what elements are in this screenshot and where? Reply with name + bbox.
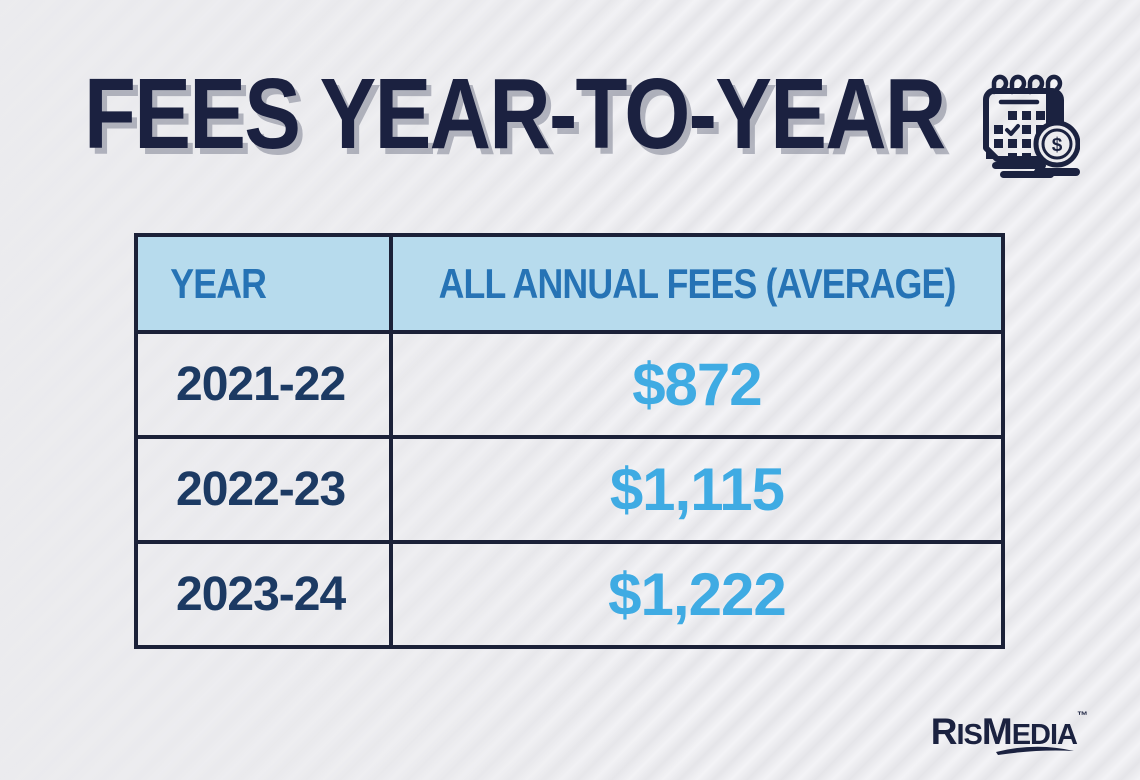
column-header-year-label: YEAR xyxy=(170,259,267,307)
year-cell: 2023-24 xyxy=(134,540,393,649)
column-header-fees: ALL ANNUAL FEES (AVERAGE) xyxy=(388,233,1006,334)
trademark-symbol: ™ xyxy=(1077,710,1088,722)
logo-text: R xyxy=(930,711,958,752)
logo-text: IS xyxy=(956,719,982,751)
fees-table: YEAR ALL ANNUAL FEES (AVERAGE) 2021-22 $… xyxy=(134,233,1006,649)
column-header-year: YEAR xyxy=(134,233,393,334)
table-header-row: YEAR ALL ANNUAL FEES (AVERAGE) xyxy=(134,233,1006,334)
logo-text: M xyxy=(981,711,1013,752)
table-row: 2021-22 $872 xyxy=(134,330,1006,439)
dollar-glyph: $ xyxy=(1052,135,1063,156)
rismedia-logo: RISMEDIA™ xyxy=(930,710,1088,755)
table-row: 2022-23 $1,115 xyxy=(134,435,1006,544)
calendar-money-icon: $ xyxy=(983,74,1080,178)
fee-cell: $1,222 xyxy=(388,540,1006,649)
logo-swoosh xyxy=(996,746,1074,755)
year-cell: 2021-22 xyxy=(134,330,393,439)
logo-text: EDIA xyxy=(1011,719,1078,751)
fee-cell: $1,115 xyxy=(388,435,1006,544)
page-title: FEES YEAR-TO-YEAR xyxy=(84,58,946,170)
column-header-fees-label: ALL ANNUAL FEES (AVERAGE) xyxy=(438,259,956,307)
table-row: 2023-24 $1,222 xyxy=(134,540,1006,649)
fee-cell: $872 xyxy=(388,330,1006,439)
year-cell: 2022-23 xyxy=(134,435,393,544)
